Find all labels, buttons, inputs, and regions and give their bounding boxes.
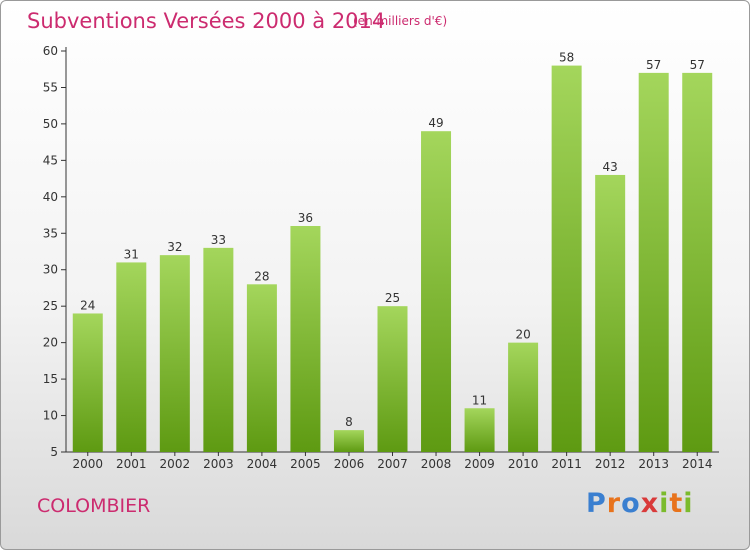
logo-letter: t bbox=[669, 488, 684, 519]
y-tick-label: 25 bbox=[43, 299, 58, 313]
data-label: 57 bbox=[646, 58, 661, 72]
bar bbox=[595, 174, 626, 453]
y-tick-label: 10 bbox=[43, 409, 58, 423]
chart-title: Subventions Versées 2000 à 2014 bbox=[27, 9, 386, 33]
y-tick-label: 30 bbox=[43, 263, 58, 277]
data-label: 36 bbox=[298, 211, 313, 225]
data-label: 57 bbox=[690, 58, 705, 72]
bar bbox=[638, 72, 669, 452]
bar bbox=[377, 306, 408, 452]
bar bbox=[72, 313, 103, 452]
bar bbox=[421, 131, 452, 452]
x-tick-label: 2009 bbox=[464, 457, 495, 471]
bar bbox=[290, 225, 321, 452]
data-label: 49 bbox=[428, 116, 443, 130]
y-tick-label: 35 bbox=[43, 226, 58, 240]
x-tick-label: 2001 bbox=[116, 457, 147, 471]
logo-letter: o bbox=[621, 488, 641, 519]
x-tick-label: 2005 bbox=[290, 457, 321, 471]
bar bbox=[333, 430, 364, 452]
bar bbox=[508, 342, 539, 452]
data-label: 24 bbox=[80, 298, 95, 312]
y-tick-label: 60 bbox=[43, 44, 58, 58]
x-tick-label: 2004 bbox=[247, 457, 278, 471]
value-labels: 24 31 32 33 28 36 8 25 49 11 20 58 43 57 57 bbox=[80, 51, 705, 430]
bar bbox=[682, 72, 713, 452]
y-tick-label: 45 bbox=[43, 153, 58, 167]
logo-letter: r bbox=[606, 488, 622, 519]
bar bbox=[159, 255, 190, 452]
logo-letter: i bbox=[659, 488, 670, 519]
city-name: COLOMBIER bbox=[37, 495, 151, 517]
y-tick-label: 20 bbox=[43, 336, 58, 350]
axes: 5 10 15 20 25 30 35 40 45 50 55 60 2000 2001 2002 2003 2… bbox=[43, 44, 719, 471]
bar bbox=[246, 284, 277, 452]
data-label: 33 bbox=[211, 233, 226, 247]
bar bbox=[116, 262, 147, 452]
y-tick-label: 50 bbox=[43, 117, 58, 131]
data-label: 31 bbox=[124, 247, 139, 261]
data-label: 11 bbox=[472, 393, 487, 407]
x-tick-label: 2011 bbox=[551, 457, 582, 471]
data-label: 43 bbox=[603, 160, 618, 174]
x-tick-label: 2010 bbox=[508, 457, 539, 471]
x-tick-label: 2012 bbox=[595, 457, 626, 471]
data-label: 25 bbox=[385, 291, 400, 305]
bars bbox=[72, 65, 713, 453]
x-tick-label: 2014 bbox=[682, 457, 713, 471]
logo-letter: x bbox=[640, 488, 660, 519]
proxiti-logo[interactable]: Proxiti bbox=[586, 488, 694, 519]
x-tick-label: 2000 bbox=[72, 457, 103, 471]
bar bbox=[551, 65, 582, 452]
x-tick-label: 2007 bbox=[377, 457, 408, 471]
logo-letter: i bbox=[683, 488, 694, 519]
y-tick-label: 40 bbox=[43, 190, 58, 204]
y-tick-label: 15 bbox=[43, 372, 58, 386]
x-tick-label: 2008 bbox=[421, 457, 452, 471]
data-label: 58 bbox=[559, 51, 574, 65]
bar bbox=[464, 408, 495, 452]
y-tick-label: 55 bbox=[43, 80, 58, 94]
x-tick-label: 2003 bbox=[203, 457, 234, 471]
data-label: 20 bbox=[515, 328, 530, 342]
data-label: 28 bbox=[254, 269, 269, 283]
logo-letter: P bbox=[586, 488, 607, 519]
data-label: 8 bbox=[345, 415, 353, 429]
x-tick-label: 2006 bbox=[334, 457, 365, 471]
x-tick-label: 2013 bbox=[638, 457, 669, 471]
chart-subtitle: (en milliers d'€) bbox=[353, 14, 448, 28]
bar bbox=[203, 247, 234, 452]
y-tick-label: 5 bbox=[50, 445, 58, 459]
data-label: 32 bbox=[167, 240, 182, 254]
x-tick-label: 2002 bbox=[160, 457, 191, 471]
